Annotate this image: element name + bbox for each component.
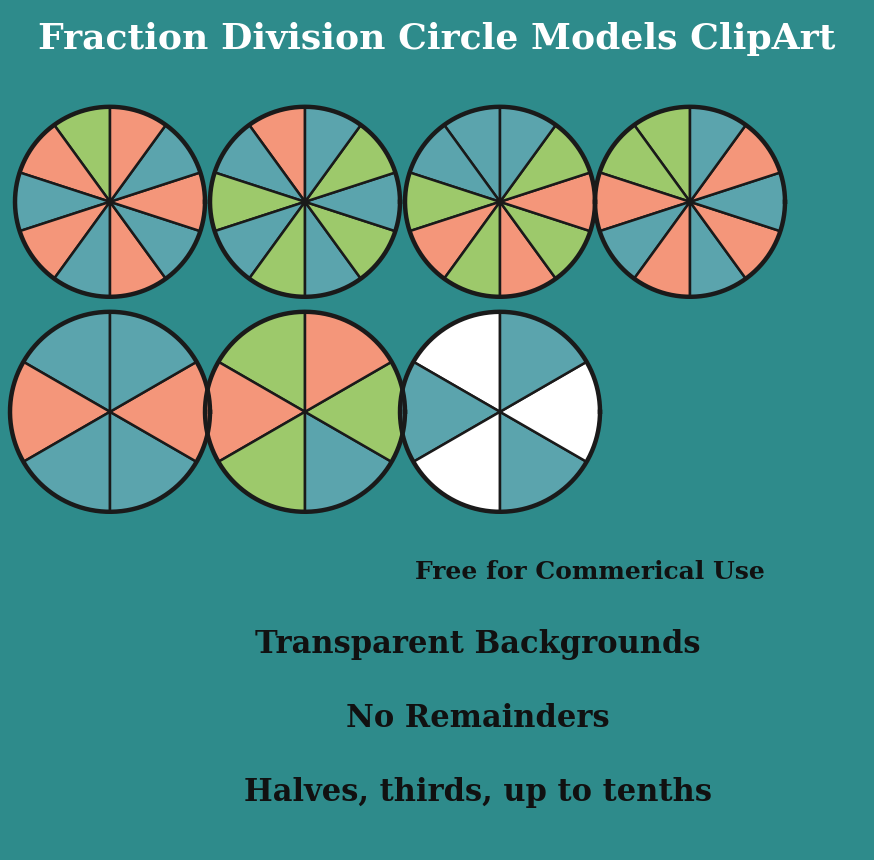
Polygon shape <box>19 202 110 279</box>
Polygon shape <box>215 202 305 279</box>
Polygon shape <box>500 312 586 412</box>
Text: Free for Commerical Use: Free for Commerical Use <box>415 561 765 584</box>
Polygon shape <box>444 107 500 202</box>
Polygon shape <box>205 362 305 462</box>
Polygon shape <box>305 125 395 202</box>
Polygon shape <box>400 362 500 462</box>
Polygon shape <box>500 107 556 202</box>
Polygon shape <box>305 362 405 462</box>
Polygon shape <box>305 312 392 412</box>
Polygon shape <box>305 107 361 202</box>
Polygon shape <box>110 202 200 279</box>
Polygon shape <box>24 312 110 412</box>
Polygon shape <box>110 202 166 297</box>
Polygon shape <box>500 412 586 512</box>
Polygon shape <box>110 412 197 512</box>
Polygon shape <box>410 125 500 202</box>
Polygon shape <box>600 202 690 279</box>
Polygon shape <box>413 412 500 512</box>
Polygon shape <box>110 125 200 202</box>
Polygon shape <box>19 125 110 202</box>
Polygon shape <box>690 125 780 202</box>
Polygon shape <box>690 173 785 231</box>
Polygon shape <box>110 362 210 462</box>
Polygon shape <box>305 412 392 512</box>
Polygon shape <box>500 202 590 279</box>
Polygon shape <box>690 202 780 279</box>
Polygon shape <box>218 412 305 512</box>
Polygon shape <box>215 125 305 202</box>
Polygon shape <box>305 202 395 279</box>
Polygon shape <box>595 173 690 231</box>
Polygon shape <box>444 202 500 297</box>
Polygon shape <box>249 202 305 297</box>
Polygon shape <box>500 125 590 202</box>
Polygon shape <box>10 362 110 462</box>
Text: Halves, thirds, up to tenths: Halves, thirds, up to tenths <box>244 777 711 808</box>
Polygon shape <box>110 312 197 412</box>
Polygon shape <box>690 107 746 202</box>
Polygon shape <box>24 412 110 512</box>
Polygon shape <box>54 107 110 202</box>
Polygon shape <box>500 173 595 231</box>
Text: No Remainders: No Remainders <box>346 703 609 734</box>
Polygon shape <box>405 173 500 231</box>
Text: Fraction Division Circle Models ClipArt: Fraction Division Circle Models ClipArt <box>38 22 836 56</box>
Polygon shape <box>635 107 690 202</box>
Polygon shape <box>210 173 305 231</box>
Polygon shape <box>410 202 500 279</box>
Polygon shape <box>110 173 205 231</box>
Polygon shape <box>500 202 556 297</box>
Polygon shape <box>249 107 305 202</box>
Polygon shape <box>54 202 110 297</box>
Polygon shape <box>600 125 690 202</box>
Polygon shape <box>500 362 600 462</box>
Polygon shape <box>305 202 361 297</box>
Polygon shape <box>110 107 166 202</box>
Polygon shape <box>305 173 400 231</box>
Polygon shape <box>15 173 110 231</box>
Polygon shape <box>690 202 746 297</box>
Polygon shape <box>635 202 690 297</box>
Polygon shape <box>413 312 500 412</box>
Polygon shape <box>218 312 305 412</box>
Text: Transparent Backgrounds: Transparent Backgrounds <box>255 630 700 660</box>
